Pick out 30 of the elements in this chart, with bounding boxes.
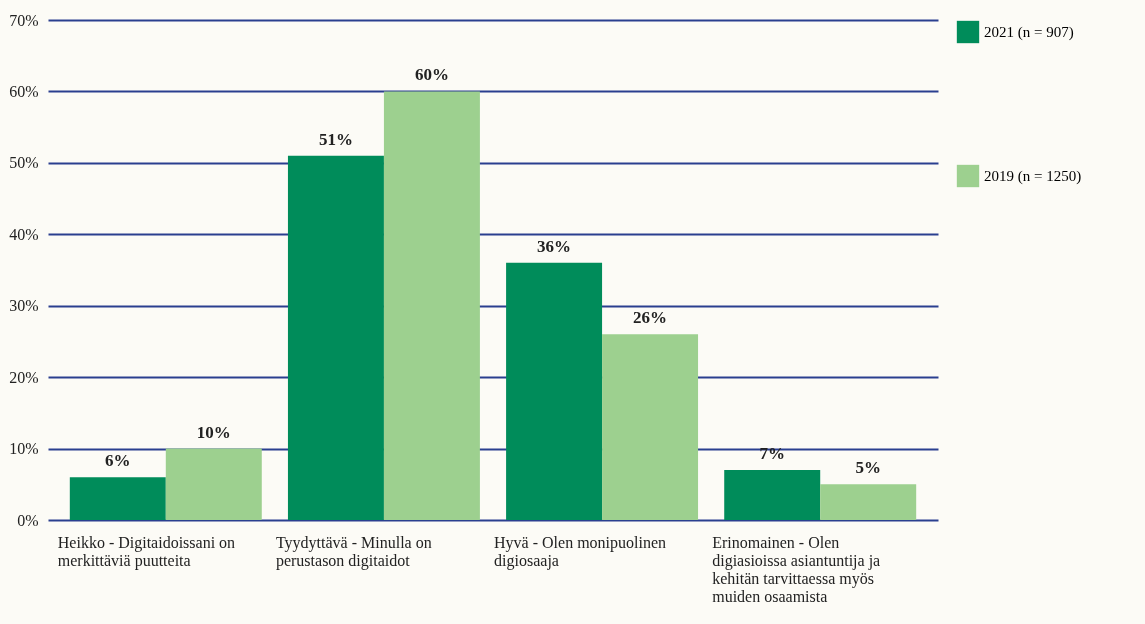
- bar: [506, 262, 603, 520]
- bar: [602, 334, 699, 520]
- y-tick-label: 0%: [17, 511, 39, 529]
- data-label: 36%: [537, 236, 572, 256]
- x-tick-label: Hyvä - Olen monipuolinen digiosaaja: [494, 533, 667, 570]
- y-tick-label: 10%: [9, 440, 39, 458]
- bar: [287, 155, 384, 520]
- y-tick-label: 70%: [9, 11, 39, 29]
- x-tick-label: Heikko - Digitaidoissani on merkittäviä puutteita: [57, 533, 236, 570]
- y-tick-label: 40%: [9, 225, 39, 243]
- x-tick-label: Erinomainen - Olen digiasioissa asiantuntija ja kehitän tarvittaessa myös muiden osaamista: [712, 533, 881, 605]
- legend-label: 2021 (n = 907): [984, 24, 1074, 41]
- data-label: 6%: [105, 451, 131, 471]
- data-label: 7%: [759, 444, 785, 463]
- y-tick-label: 20%: [9, 368, 39, 386]
- y-tick-label: 30%: [9, 297, 39, 315]
- bar: [383, 91, 480, 520]
- x-tick-label: Tyydyttävä - Minulla on perustason digitaidot: [275, 533, 432, 570]
- bar: [724, 470, 821, 520]
- bar: [69, 477, 166, 520]
- y-tick-label: 50%: [9, 154, 39, 172]
- bar: [165, 448, 262, 520]
- data-label: 5%: [855, 458, 881, 478]
- data-label: 60%: [414, 65, 449, 85]
- y-tick-label: 60%: [9, 82, 39, 100]
- bar: [820, 484, 917, 520]
- data-label: 10%: [196, 422, 231, 442]
- data-label: 26%: [633, 308, 668, 328]
- legend-label: 2019 (n = 1250): [984, 168, 1082, 185]
- data-label: 51%: [318, 129, 353, 149]
